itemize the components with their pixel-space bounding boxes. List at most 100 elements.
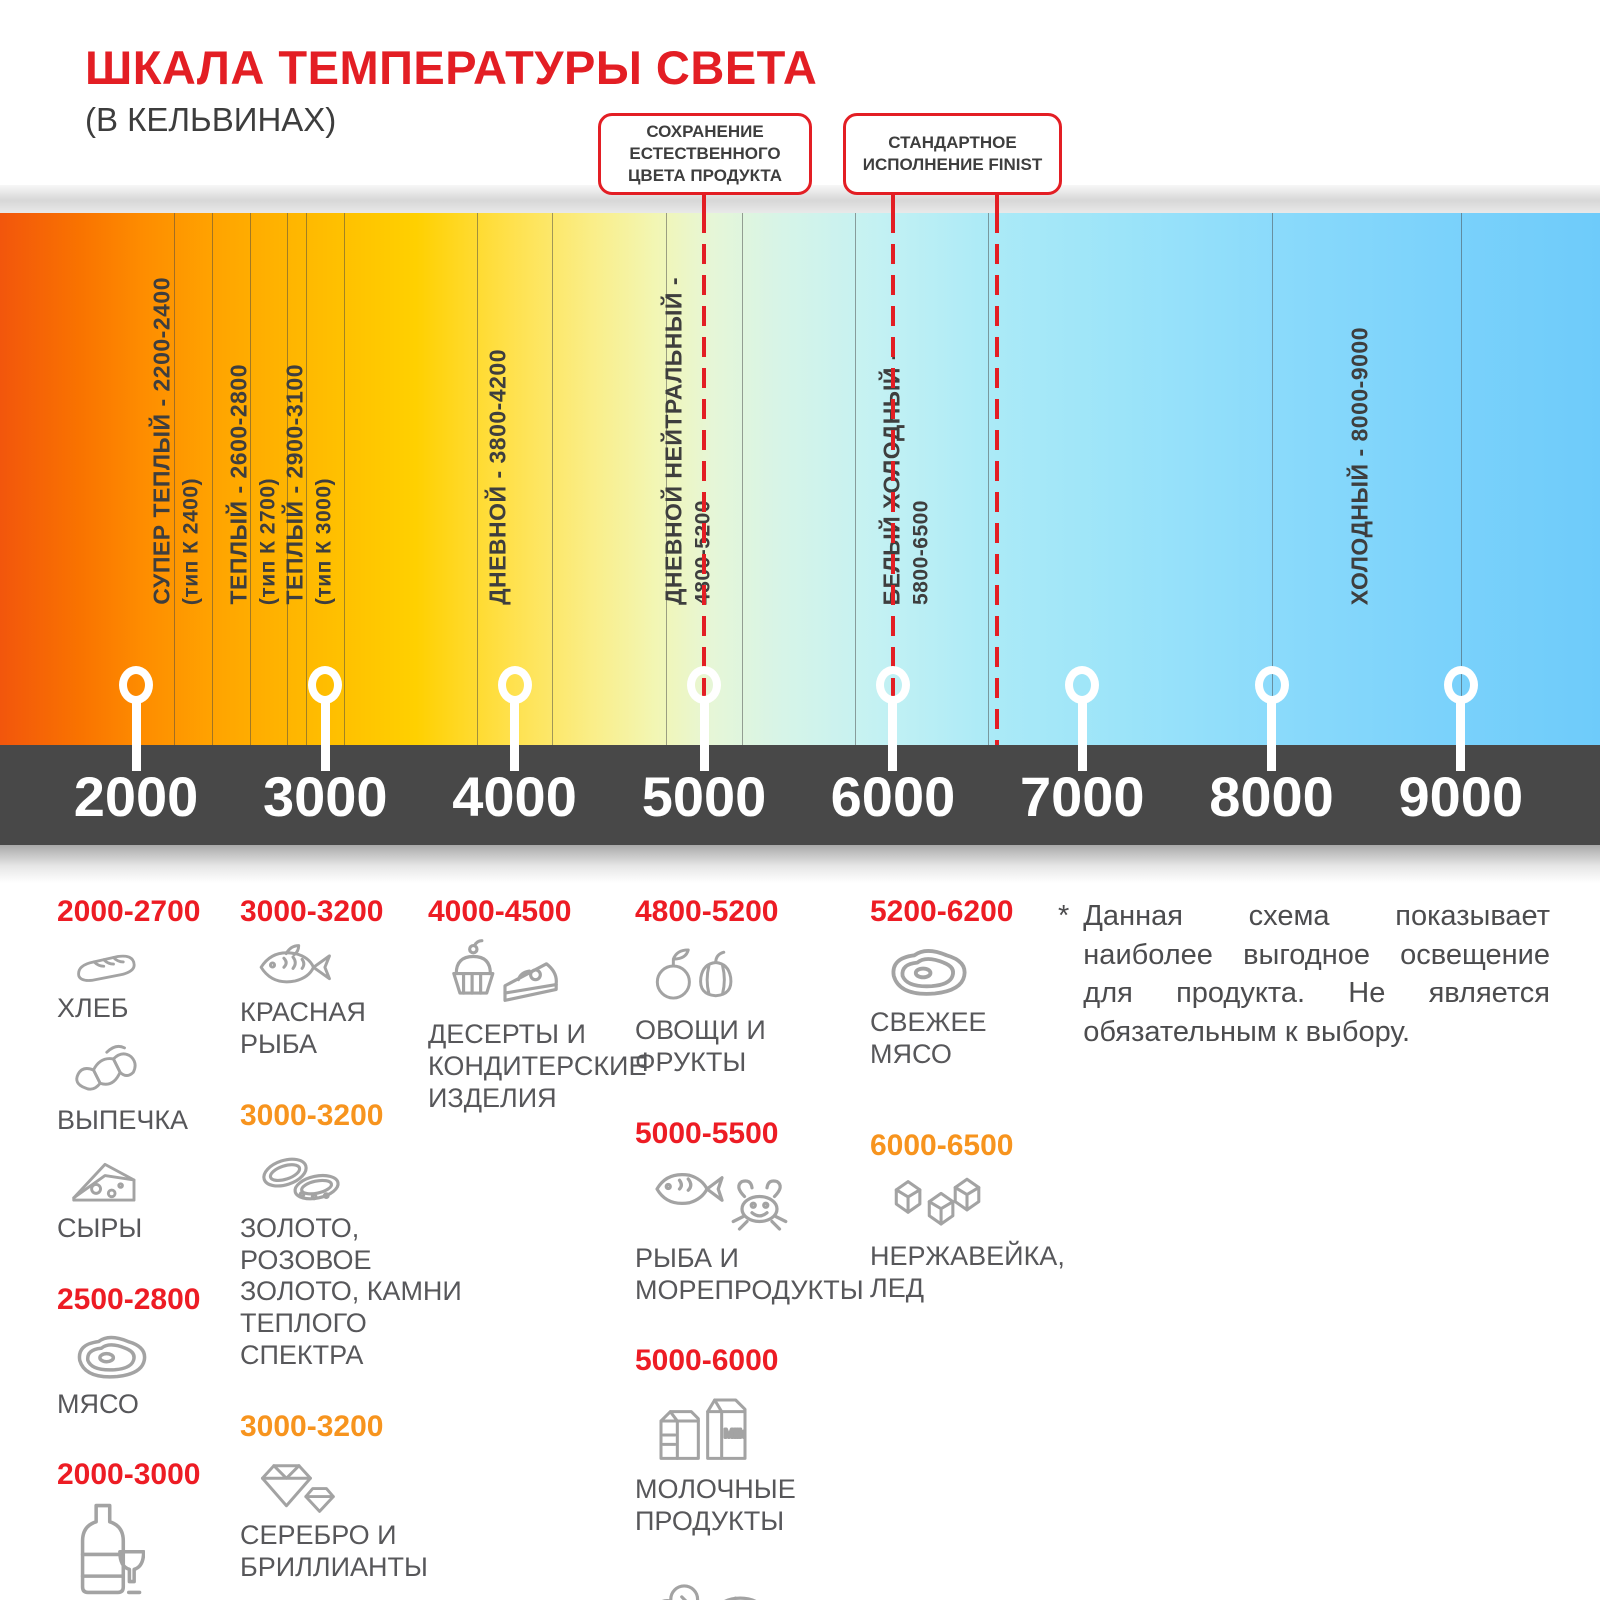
marker-ring (687, 666, 721, 704)
legend-item-label: ХЛЕБ (57, 993, 129, 1023)
band-label-daylight: ДНЕВНОЙ - 3800-4200 (484, 349, 511, 605)
footnote-text: Данная схема показывает наиболее выгодно… (1083, 900, 1550, 1048)
callout-finist-standard: СТАНДАРТНОЕ ИСПОЛНЕНИЕ FINIST (843, 113, 1062, 195)
frozen-food-icon (653, 1584, 767, 1600)
callout-leg (890, 194, 895, 216)
legend-group: 4800-5200 ОВОЩИ И ФРУКТЫ (635, 895, 930, 1079)
legend-item: ЗОЛОТО, РОЗОВОЕ ЗОЛОТО, КАМНИ ТЕПЛОГО СП… (240, 1141, 485, 1372)
legend-item: МЯСО (57, 1325, 237, 1421)
range-heading: 2000-2700 (57, 895, 201, 928)
legend-group: 6000-6500 НЕРЖАВЕЙКА, ЛЕД (870, 1129, 1075, 1305)
marker-stem (1456, 701, 1466, 771)
tick-2000: 2000 (73, 765, 199, 828)
legend-group: 3000-3200 ЗОЛОТО, РОЗОВОЕ ЗОЛОТО, КАМНИ … (240, 1098, 462, 1372)
ice-cubes-icon (894, 1177, 981, 1226)
legend-item-label: МЯСО (57, 1388, 139, 1419)
red-dashed-line-5000 (702, 213, 706, 771)
tick-4000: 4000 (452, 765, 577, 828)
legend-item-label: МОЛОЧНЫЕ ПРОДУКТЫ (635, 1474, 796, 1537)
legend-item: ЗАМОРОЖЕННЫЕ ПОЛУФАБРИКАТЫ (635, 1564, 930, 1600)
range-heading: 5000-6000 (635, 1344, 779, 1378)
marker-stem (699, 701, 709, 771)
footnote: * Данная схема показывает наиболее выгод… (1058, 897, 1550, 1051)
tick-3000: 3000 (262, 765, 388, 828)
legend-item-label: КРАСНАЯ РЫБА (240, 997, 366, 1059)
legend-item-label: НЕРЖАВЕЙКА, ЛЕД (870, 1240, 1065, 1303)
range-heading: 5000-5500 (635, 1116, 779, 1150)
legend-group: 4000-4500 ДЕСЕРТЫ И КОНДИТЕРСКИЕ ИЗДЕЛИЯ (428, 895, 646, 1115)
marker-stem (320, 701, 330, 771)
band-label-super-warm: СУПЕР ТЕПЛЫЙ - 2200-2400 (тип К 2400) (148, 277, 203, 605)
range-heading: 5200-6200 (870, 895, 1014, 928)
band-label-warm-2700: ТЕПЛЫЙ - 2600-2800 (тип К 2700) (225, 364, 280, 605)
dessert-icon (452, 939, 558, 1002)
legend-item-label: СЫРЫ (57, 1212, 143, 1243)
scale-marker-9000 (1443, 666, 1478, 771)
legend-item: МОЛОЧНЫЕ ПРОДУКТЫ (635, 1386, 930, 1538)
gridline-4800 (665, 213, 667, 745)
fruits-vegetables-icon (655, 948, 733, 1000)
legend-group: 2000-3000 АКОГОЛЬ (57, 1458, 237, 1600)
tick-6000: 6000 (830, 765, 956, 828)
scale-marker-7000 (1065, 666, 1100, 771)
band-label-warm-3000: ТЕПЛЫЙ - 2900-3100 (тип К 3000) (281, 364, 336, 605)
range-heading: 2500-2800 (57, 1282, 201, 1316)
legend-item-label: ОВОЩИ И ФРУКТЫ (635, 1015, 766, 1077)
marker-stem (131, 701, 141, 771)
red-dashed-line-6550 (995, 213, 1000, 745)
gridline-2400 (211, 213, 213, 745)
scale-marker-8000 (1254, 666, 1289, 771)
scale-marker-6000 (875, 666, 910, 771)
marker-ring (1065, 666, 1100, 704)
bread-icon (77, 954, 136, 982)
range-heading: 2000-3000 (57, 1458, 201, 1492)
marker-stem (1267, 701, 1277, 771)
tick-9000: 9000 (1398, 765, 1524, 828)
page-subtitle: (В КЕЛЬВИНАХ) (85, 101, 337, 138)
marker-ring (497, 666, 532, 704)
scale-marker-2000 (119, 666, 153, 771)
marker-ring (1443, 666, 1478, 704)
croissant-icon (75, 1044, 137, 1091)
range-heading: 3000-3200 (240, 895, 384, 928)
gridline-3800 (476, 213, 478, 745)
range-heading: 4800-5200 (635, 895, 779, 928)
band-label-cold-white: БЕЛЫЙ ХОЛОДНЫЙ - 5800-6500 (878, 352, 933, 605)
meat-steak-icon (77, 1335, 147, 1379)
range-heading: 6000-6500 (870, 1128, 1014, 1162)
scale-marker-4000 (497, 666, 532, 771)
marker-stem (1077, 701, 1087, 771)
callout-leg (995, 194, 1000, 216)
gridline-5200 (741, 213, 743, 745)
kelvin-axis-bar: 2000 3000 4000 5000 6000 7000 8000 9000 (0, 745, 1600, 845)
gridline-9000 (1460, 213, 1462, 745)
legend-group: 2500-2800 МЯСО (57, 1283, 237, 1421)
legend-item: РЫБА И МОРЕПРОДУКТЫ (635, 1159, 930, 1307)
legend-item: СЕРЕБРО И БРИЛЛИАНТЫ (240, 1452, 435, 1584)
gridline-2600 (249, 213, 251, 745)
gridline-5800 (855, 213, 857, 745)
fish-seafood-icon (655, 1172, 788, 1231)
legend-column-5: 5200-6200 СВЕЖЕЕ МЯСО 6000-6500 НЕРЖАВЕЙ… (870, 895, 1075, 1342)
tick-7000: 7000 (1019, 765, 1145, 828)
legend-group: 2000-2700 ХЛЕБ ВЫПЕЧКА СЫРЫ (57, 895, 237, 1245)
page-title: ШКАЛА ТЕМПЕРАТУРЫ СВЕТА (85, 41, 818, 94)
alcohol-bottle-icon (80, 1504, 145, 1595)
marker-ring (1254, 666, 1289, 704)
legend-group: 5200-6200 СВЕЖЕЕ МЯСО (870, 895, 1075, 1071)
legend-item: СЫРЫ (57, 1151, 237, 1245)
legend-group: 5000-6000 МОЛОЧНЫЕ ПРОДУКТЫ ЗАМОРОЖЕННЫЕ… (635, 1344, 930, 1600)
range-heading: 3000-3200 (240, 1098, 384, 1132)
milk-carton-icon (659, 1398, 747, 1461)
gridline-2900 (306, 213, 308, 745)
diamond-icon (260, 1464, 335, 1513)
legend-column-3: 4000-4500 ДЕСЕРТЫ И КОНДИТЕРСКИЕ ИЗДЕЛИЯ (428, 895, 646, 1153)
tick-8000: 8000 (1209, 765, 1334, 828)
legend-item-label: ЗОЛОТО, РОЗОВОЕ ЗОЛОТО, КАМНИ ТЕПЛОГО СП… (240, 1212, 462, 1371)
legend-item: ОВОЩИ И ФРУКТЫ (635, 937, 930, 1079)
legend-item-label: ВЫПЕЧКА (57, 1104, 189, 1135)
legend-item: АКОГОЛЬ (57, 1500, 237, 1600)
marker-stem (888, 701, 898, 771)
callout-natural-color: СОХРАНЕНИЕ ЕСТЕСТВЕННОГО ЦВЕТА ПРОДУКТА (598, 113, 812, 195)
